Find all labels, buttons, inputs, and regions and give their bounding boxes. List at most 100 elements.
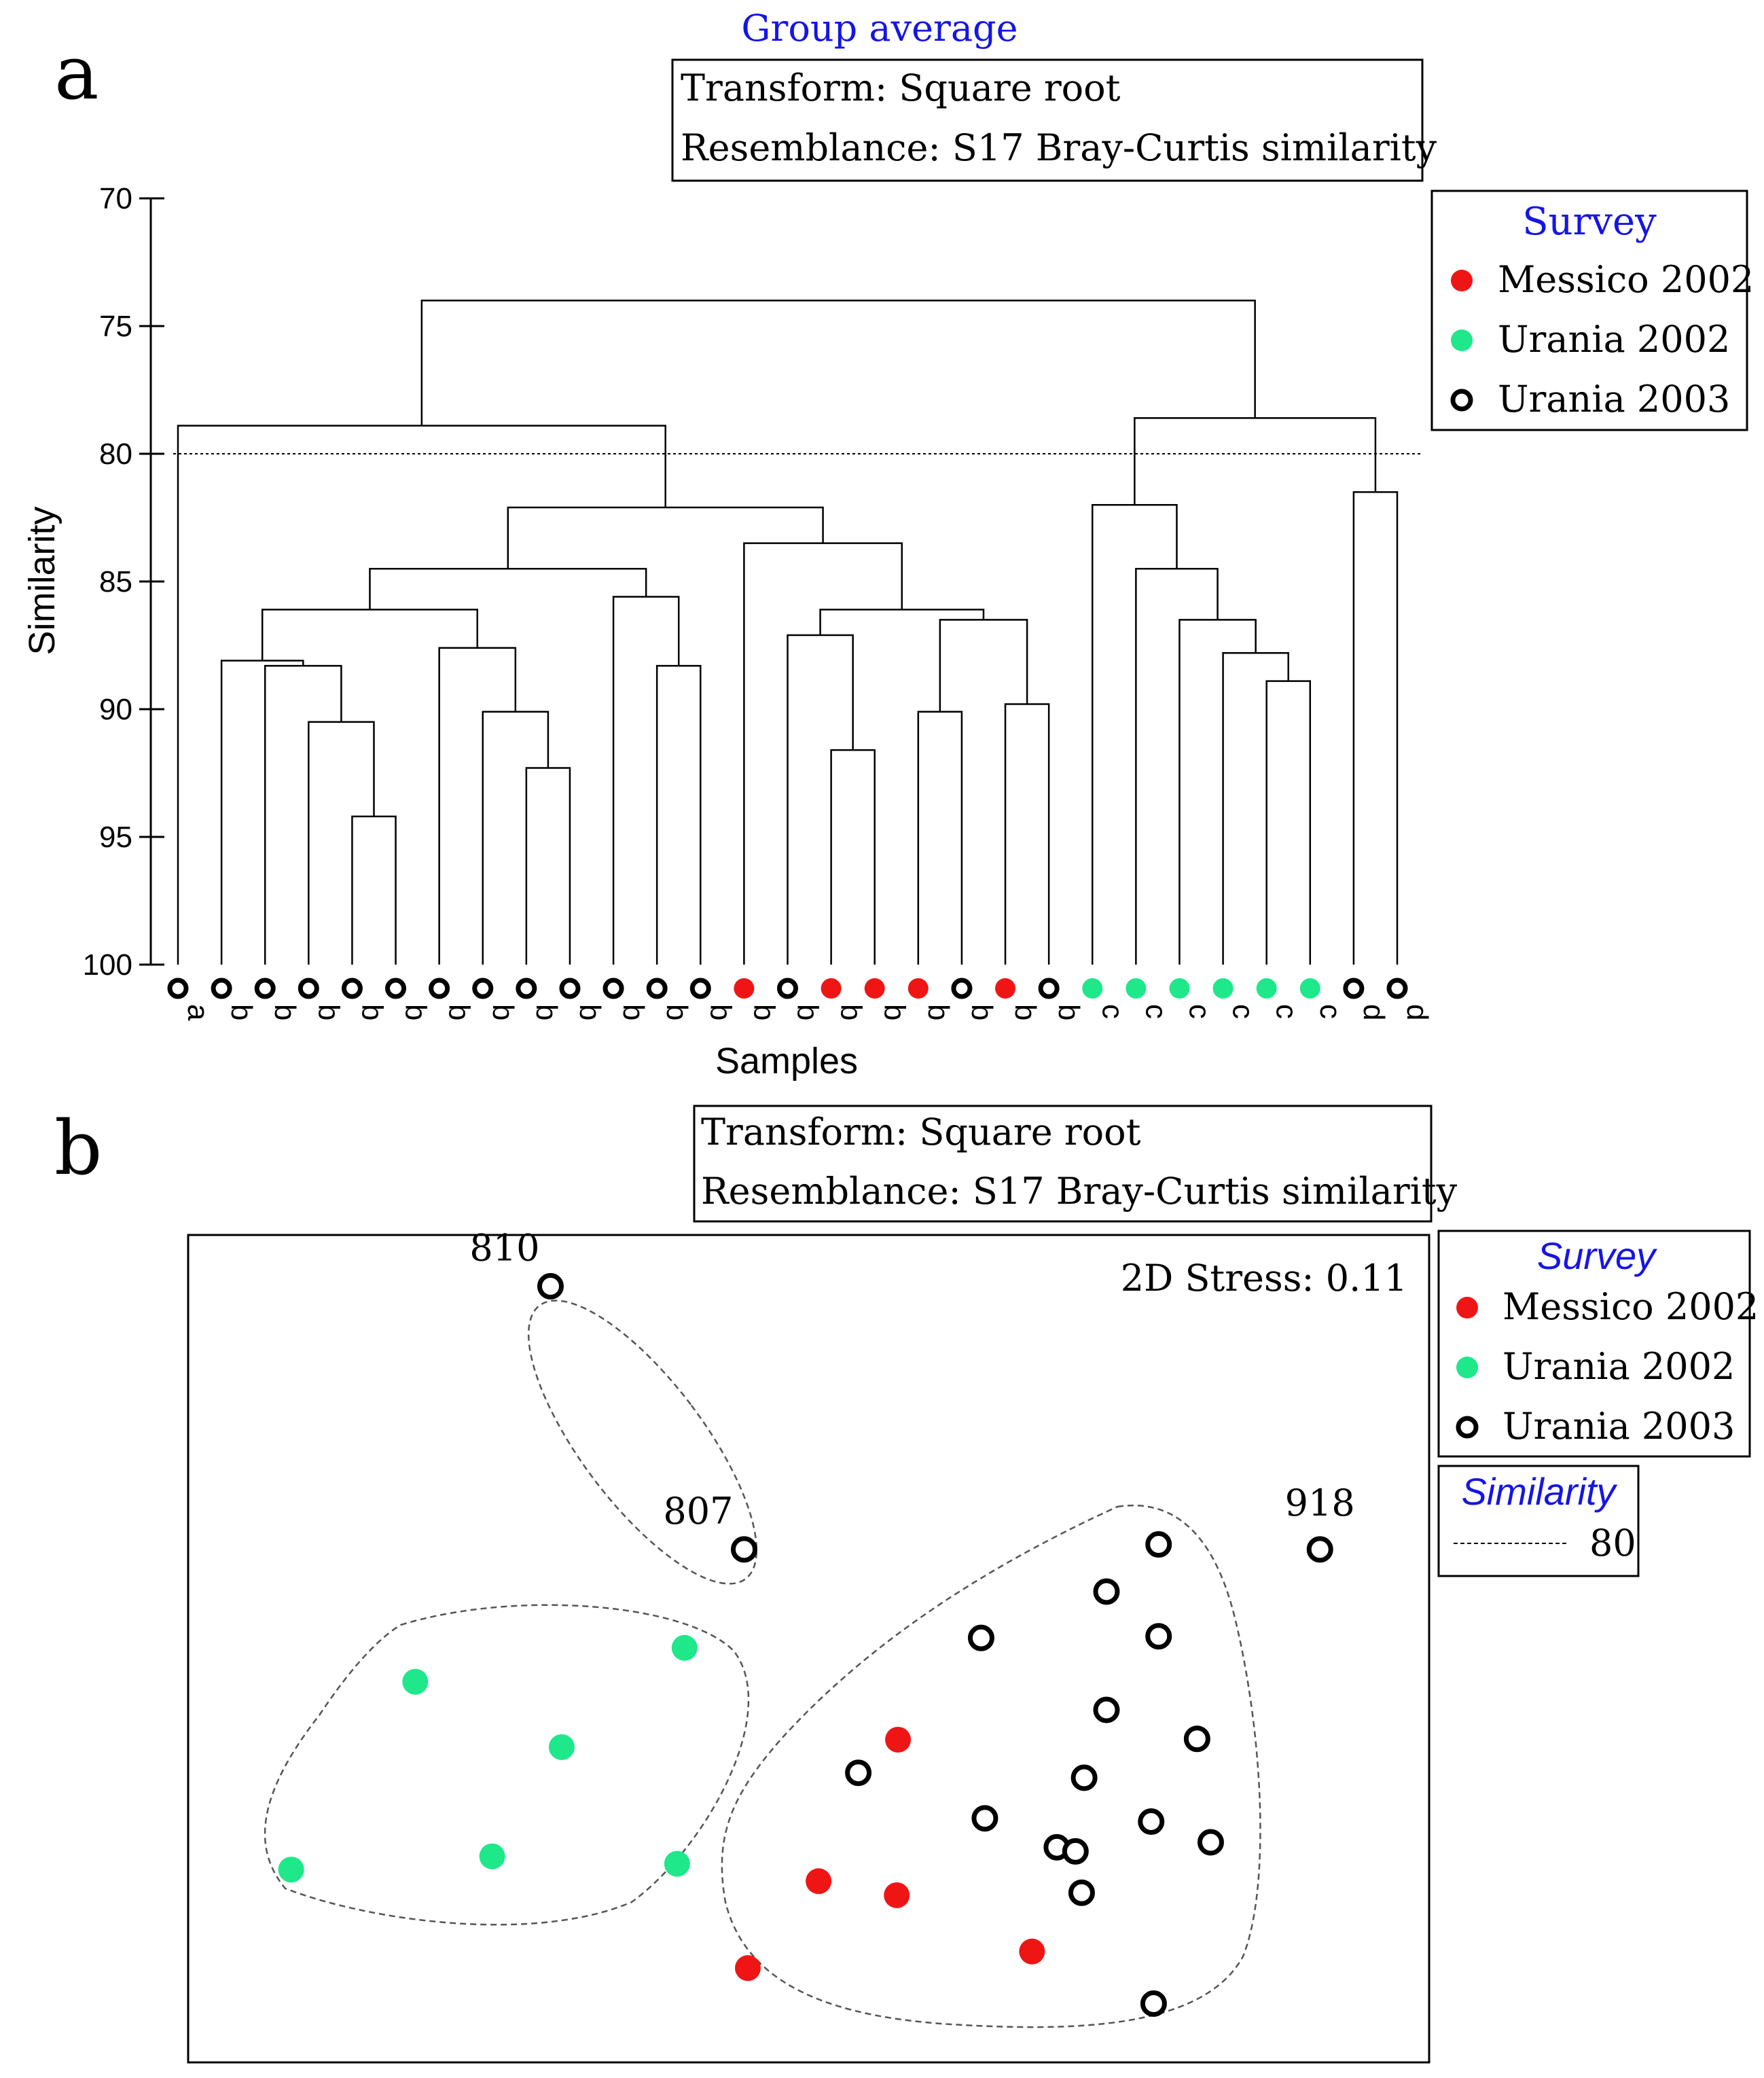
leaf-marker-17 — [907, 978, 929, 999]
mds-point-label-810: 810 — [469, 1227, 539, 1270]
leaf-marker-20 — [1038, 978, 1060, 999]
dendrogram-branch-4 — [220, 660, 304, 965]
panel-a-legend-entries: Messico 2002 Urania 2002 Urania 2003 — [1450, 258, 1754, 420]
mds-point-1 — [730, 1536, 757, 1563]
dendrogram-title: Group average — [741, 7, 1018, 50]
legend-b-label-0: Messico 2002 — [1502, 1285, 1759, 1328]
dendrogram-y-axis-label: Similarity — [22, 506, 62, 655]
leaf-label-24: c — [1227, 1004, 1260, 1019]
mds-stress-text: 2D Stress: 0.11 — [1121, 1257, 1407, 1300]
panel-b-resemblance-text: Resemblance: S17 Bray-Curtis similarity — [701, 1170, 1458, 1213]
dendrogram-branch-17 — [819, 609, 985, 635]
y-tick-label-100: 100 — [83, 948, 132, 982]
leaf-label-6: b — [443, 1004, 476, 1020]
leaf-label-1: b — [225, 1004, 258, 1020]
dendrogram-branch-12 — [830, 749, 876, 965]
leaf-marker-27 — [1343, 978, 1365, 999]
leaf-marker-21 — [1082, 978, 1103, 999]
mds-points — [278, 1273, 1333, 2018]
y-tick-label-90: 90 — [99, 693, 132, 726]
dendrogram-y-ticks: 70 75 80 85 90 95 100 — [83, 182, 164, 982]
y-tick-label-85: 85 — [99, 565, 132, 598]
dendrogram-branch-20 — [177, 425, 666, 965]
y-tick-label-80: 80 — [99, 437, 132, 471]
leaf-label-14: b — [791, 1004, 825, 1020]
mds-point-7 — [1093, 1696, 1120, 1723]
leaf-marker-22 — [1126, 978, 1147, 999]
leaf-marker-1 — [211, 978, 232, 999]
dendrogram-branch-24 — [1135, 567, 1219, 965]
panel-b-legend: Survey Messico 2002 Urania 2002 Urania 200… — [1437, 1230, 1759, 1458]
leaf-marker-5 — [385, 978, 407, 999]
leaf-label-19: b — [1009, 1004, 1042, 1020]
leaf-label-17: b — [922, 1004, 955, 1020]
leaf-label-27: d — [1357, 1004, 1390, 1020]
leaf-label-20: b — [1052, 1004, 1085, 1020]
dendrogram-branch-25 — [1092, 503, 1178, 965]
leaf-label-11: b — [660, 1004, 694, 1020]
mds-point-20 — [884, 1882, 910, 1908]
mds-point-5 — [967, 1624, 994, 1651]
legend-a-label-1: Urania 2002 — [1498, 318, 1730, 361]
legend-b-label-1: Urania 2002 — [1502, 1345, 1735, 1388]
leaf-marker-18 — [951, 978, 973, 999]
contour-urania-2002 — [264, 1604, 750, 1926]
dendrogram-branch-6 — [482, 711, 550, 965]
leaf-label-2: b — [268, 1004, 302, 1020]
mds-point-labels: 810 807 918 — [469, 1227, 1354, 1533]
mds-point-22 — [734, 1955, 761, 1982]
dendrogram-branch-18 — [743, 542, 903, 965]
dendrogram-branch-23 — [1178, 619, 1257, 965]
mds-point-21 — [1019, 1938, 1045, 1965]
leaf-marker-19 — [995, 978, 1016, 999]
dendrogram-branch-8 — [261, 609, 478, 661]
panel-a-legend: Survey Messico 2002 Urania 2002 Urania 200… — [1430, 190, 1754, 431]
panel-a-label: a — [54, 29, 99, 116]
leaf-marker-9 — [559, 978, 581, 999]
mds-point-17 — [1140, 1990, 1167, 2018]
mds-point-9 — [845, 1759, 872, 1787]
legend-b-marker-1 — [1456, 1357, 1478, 1378]
leaf-marker-23 — [1169, 978, 1190, 999]
panel-a-resemblance-text: Resemblance: S17 Bray-Curtis similarity — [681, 126, 1437, 169]
mds-point-6 — [1145, 1623, 1172, 1650]
mds-point-16 — [1068, 1879, 1095, 1906]
leaf-label-26: c — [1314, 1004, 1347, 1019]
contour-810-807 — [527, 1300, 758, 1585]
leaf-label-0: a — [181, 1004, 215, 1021]
mds-point-26 — [479, 1843, 505, 1869]
panel-a-legend-frame — [1430, 190, 1748, 431]
leaf-marker-28 — [1386, 978, 1408, 999]
leaf-label-7: b — [486, 1004, 520, 1020]
legend-b-marker-0 — [1456, 1297, 1478, 1319]
panel-a-info-frame — [671, 58, 1424, 182]
legend-a-marker-1 — [1451, 329, 1473, 351]
dendrogram-branch-11 — [369, 567, 647, 610]
similarity-legend: Similarity 80 — [1437, 1465, 1640, 1577]
leaf-label-4: b — [355, 1004, 389, 1020]
leaf-marker-2 — [254, 978, 276, 999]
mds-point-2 — [1306, 1536, 1333, 1563]
leaf-label-12: b — [704, 1004, 737, 1020]
mds-point-13 — [1197, 1829, 1224, 1856]
leaf-marker-25 — [1256, 978, 1277, 999]
mds-point-25 — [548, 1734, 575, 1760]
dendrogram-branch-28 — [420, 300, 1256, 426]
mds-point-24 — [402, 1668, 429, 1695]
leaf-label-28: d — [1401, 1004, 1434, 1020]
leaf-label-3: b — [312, 1004, 345, 1020]
mds-point-0 — [537, 1273, 564, 1300]
panel-b-legend-entries: Messico 2002 Urania 2002 Urania 2003 — [1456, 1285, 1759, 1448]
panel-b-transform-text: Transform: Square root — [701, 1111, 1141, 1153]
dendrogram-branch-14 — [1004, 703, 1050, 965]
leaf-marker-7 — [472, 978, 494, 999]
mds-point-3 — [1145, 1531, 1172, 1558]
mds-point-11 — [971, 1805, 998, 1832]
legend-a-marker-2 — [1450, 389, 1473, 412]
leaf-label-22: c — [1139, 1004, 1172, 1019]
dendrogram-branch-13 — [787, 634, 854, 965]
legend-a-marker-0 — [1451, 270, 1473, 291]
leaf-marker-4 — [341, 978, 363, 999]
mds-point-12 — [1138, 1808, 1165, 1835]
mds-point-19 — [806, 1868, 832, 1895]
